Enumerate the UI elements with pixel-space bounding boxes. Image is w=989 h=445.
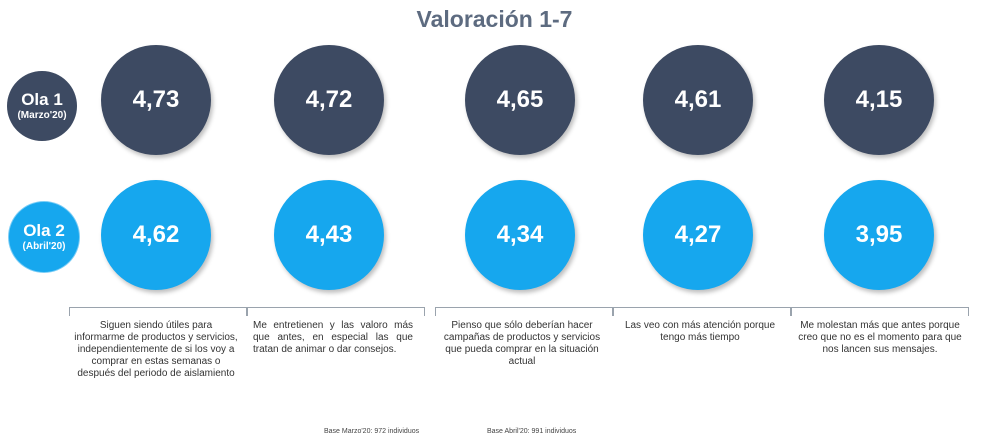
wave-2-label: Ola 2 (Abril'20) [9, 202, 79, 272]
statement-1: Siguen siendo útiles para informarme de … [74, 320, 238, 379]
column-bracket-2 [247, 307, 425, 316]
bubble-ola2-2: 4,43 [274, 180, 384, 290]
bubble-ola1-5: 4,15 [824, 45, 934, 155]
statement-2: Me entretienen y las valoro más que ante… [253, 320, 413, 355]
column-bracket-3 [435, 307, 613, 316]
column-bracket-1 [69, 307, 247, 316]
bubble-ola2-1: 4,62 [101, 180, 211, 290]
column-bracket-5 [791, 307, 969, 316]
bubble-ola2-4: 4,27 [643, 180, 753, 290]
statement-3: Pienso que sólo deberían hacer campañas … [443, 320, 601, 367]
base-abril: Base Abril'20: 991 individuos [487, 428, 577, 435]
bubble-ola2-5: 3,95 [824, 180, 934, 290]
wave-1-label: Ola 1 (Marzo'20) [7, 71, 77, 141]
wave-2-name: Ola 2 [23, 220, 65, 240]
bubble-ola1-4: 4,61 [643, 45, 753, 155]
wave-2-period: (Abril'20) [22, 240, 66, 252]
chart-title: Valoración 1-7 [416, 6, 573, 32]
bubble-ola1-1: 4,73 [101, 45, 211, 155]
wave-1-name: Ola 1 [21, 89, 63, 109]
bubble-ola1-3: 4,65 [465, 45, 575, 155]
bubble-ola2-3: 4,34 [465, 180, 575, 290]
statement-5: Me molestan más que antes porque creo qu… [798, 320, 962, 355]
base-marzo: Base Marzo'20: 972 individuos [324, 428, 420, 435]
wave-1-period: (Marzo'20) [17, 109, 67, 121]
column-bracket-4 [613, 307, 791, 316]
statement-4: Las veo con más atención porque tengo má… [624, 320, 776, 343]
bubble-ola1-2: 4,72 [274, 45, 384, 155]
